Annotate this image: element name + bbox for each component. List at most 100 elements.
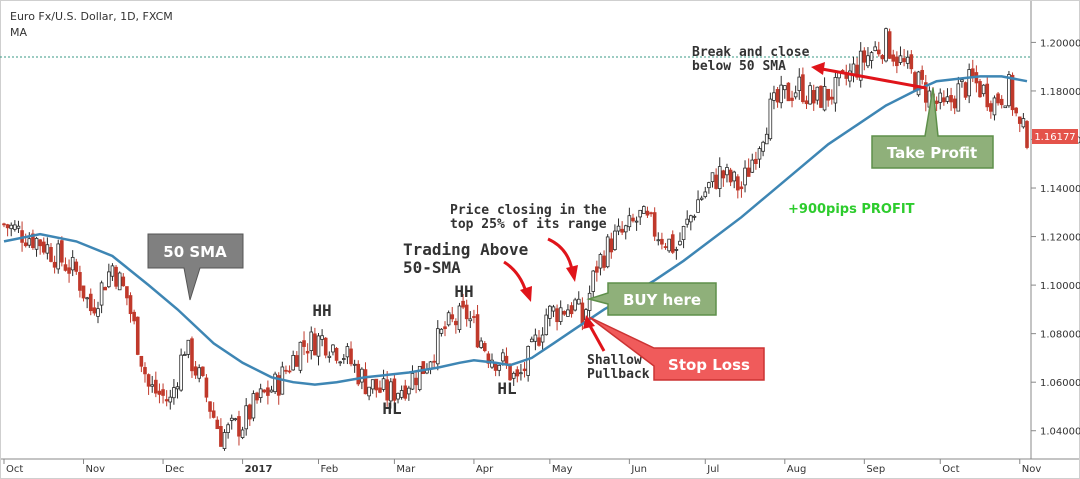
- trading-above-arrow: [503, 260, 528, 293]
- candle-body: [533, 334, 538, 342]
- candle-body: [540, 334, 545, 343]
- candle-body: [855, 64, 859, 78]
- candle-body: [783, 85, 787, 91]
- candle-body: [345, 346, 350, 358]
- candle-body: [168, 396, 173, 403]
- candle-body: [135, 316, 140, 355]
- candle-body: [295, 355, 299, 367]
- candle-body: [182, 354, 187, 356]
- candle-body: [331, 344, 335, 353]
- candle-body: [938, 92, 943, 103]
- candle-body: [566, 309, 570, 317]
- candle-body: [595, 266, 599, 273]
- x-tick-label: Mar: [396, 464, 416, 475]
- candle-body: [815, 86, 820, 101]
- candle-body: [31, 233, 35, 249]
- candle-body: [255, 392, 259, 401]
- candle-body: [67, 267, 71, 274]
- x-tick-label: Oct: [6, 464, 23, 475]
- candle-body: [797, 76, 802, 91]
- candle-body: [602, 255, 606, 268]
- candle-body: [620, 228, 624, 233]
- candle-body: [848, 70, 852, 82]
- candle-body: [956, 83, 961, 112]
- candle-body: [1014, 107, 1018, 114]
- candle-body: [613, 230, 617, 251]
- y-tick-label: 1.14000: [1040, 184, 1080, 195]
- candle-body: [895, 56, 899, 67]
- candle-body: [804, 100, 809, 105]
- candle-body: [707, 182, 711, 189]
- candle-body: [219, 426, 223, 447]
- candle-body: [146, 374, 151, 387]
- candle-body: [978, 81, 982, 98]
- candle-body: [1017, 116, 1022, 124]
- candle-body: [222, 432, 227, 449]
- candle-body: [1021, 118, 1026, 128]
- candle-body: [266, 387, 270, 396]
- candle-body: [435, 328, 440, 365]
- candle-body: [829, 96, 834, 100]
- y-axis: 1.200001.180001.160001.140001.120001.100…: [1031, 38, 1080, 438]
- shallow-arrow: [587, 323, 606, 352]
- candle-body: [313, 333, 317, 356]
- candle-body: [934, 100, 939, 104]
- candle-body: [786, 82, 791, 102]
- candle-body: [898, 55, 903, 63]
- x-tick-label: Aug: [787, 464, 807, 475]
- candle-body: [367, 386, 371, 397]
- candle-body: [204, 377, 209, 398]
- candle-body: [78, 272, 82, 291]
- candle-body: [623, 225, 628, 233]
- candle-body: [193, 366, 198, 376]
- candle-body: [587, 292, 592, 311]
- candle-body: [38, 239, 42, 247]
- candle-body: [627, 215, 632, 228]
- candle-body: [190, 338, 194, 372]
- candle-body: [157, 390, 162, 395]
- candle-body: [873, 46, 877, 52]
- candle-body: [475, 314, 480, 348]
- candle-body: [349, 348, 353, 365]
- candle-body: [905, 56, 910, 64]
- candle-body: [678, 240, 682, 246]
- candle-body: [902, 58, 906, 63]
- candle-body: [703, 191, 708, 198]
- buy-callout-label: BUY here: [623, 291, 701, 309]
- candle-body: [309, 331, 314, 352]
- price-closing-line2: top 25% of its range: [450, 217, 607, 232]
- shallow-pullback-line2: Pullback: [587, 367, 650, 382]
- x-tick-label: Jul: [706, 464, 719, 475]
- candle-body: [262, 389, 267, 393]
- candle-body: [634, 220, 639, 223]
- candle-body: [273, 373, 277, 393]
- candle-body: [421, 361, 426, 375]
- candle-body: [226, 424, 230, 433]
- candle-body: [779, 84, 783, 104]
- candle-body: [501, 352, 505, 362]
- candle-body: [403, 385, 408, 399]
- y-tick-label: 1.06000: [1040, 378, 1080, 389]
- candle-body: [472, 316, 476, 318]
- candle-body: [670, 234, 675, 253]
- candle-body: [808, 85, 812, 105]
- candle-body: [417, 365, 422, 390]
- trading-above-line1: Trading Above: [403, 240, 528, 259]
- candle-body: [388, 381, 393, 402]
- candle-body: [645, 210, 650, 216]
- last-price-tag: 1.16177: [1032, 129, 1078, 144]
- x-tick-label: Sep: [866, 464, 885, 475]
- candle-body: [884, 28, 888, 62]
- candle-body: [410, 373, 415, 390]
- candle-body: [215, 419, 220, 430]
- candle-body: [555, 308, 559, 323]
- candle-body: [692, 215, 697, 218]
- candle-body: [754, 158, 758, 165]
- candle-body: [172, 387, 176, 399]
- candle-body: [468, 318, 473, 322]
- hh-label-1: HH: [312, 301, 331, 320]
- candle-body: [132, 311, 136, 322]
- candle-body: [529, 338, 534, 343]
